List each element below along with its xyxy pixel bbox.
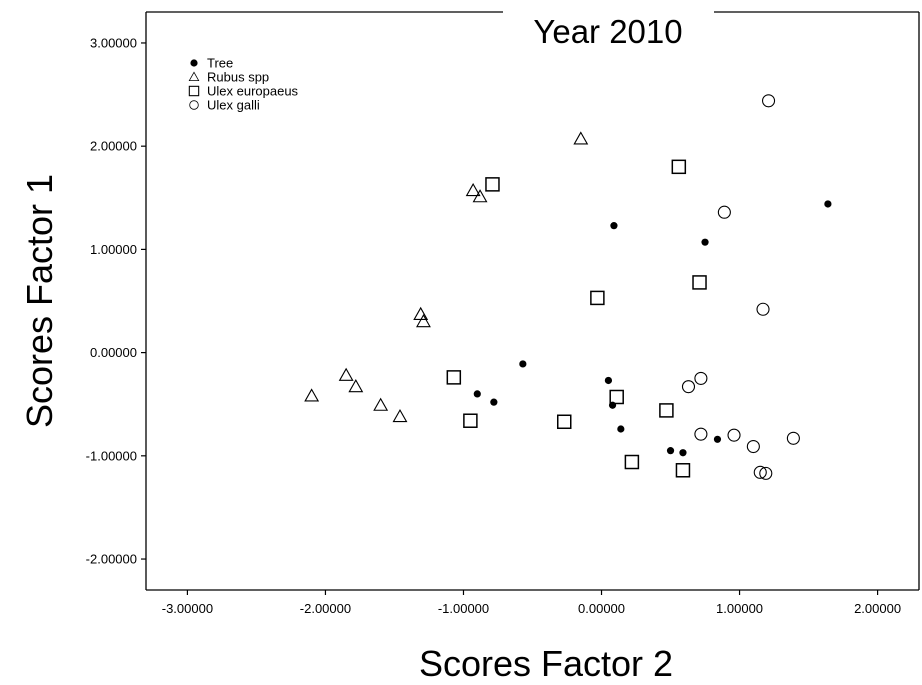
data-point-ulex-europaeus bbox=[609, 389, 624, 405]
axis-ticks: -3.00000 -2.00000 -1.00000 0.00000 1.00000 2.… bbox=[86, 35, 901, 616]
data-point-ulex-galli bbox=[694, 371, 708, 385]
x-tick-label: -3.00000 bbox=[162, 601, 213, 616]
data-point-ulex-galli bbox=[694, 427, 708, 441]
data-point-ulex-europaeus bbox=[659, 403, 674, 418]
y-tick-label: -2.00000 bbox=[86, 552, 137, 567]
data-point-ulex-galli bbox=[753, 465, 767, 479]
x-axis-title: Scores Factor 2 bbox=[419, 643, 673, 684]
legend-item-rubus-spp: Rubus spp bbox=[188, 70, 269, 85]
x-tick-label: 1.00000 bbox=[716, 601, 763, 616]
data-point-ulex-europaeus bbox=[692, 275, 707, 290]
legend-label-ulex-galli: Ulex galli bbox=[207, 98, 260, 113]
legend-label-rubus-spp: Rubus spp bbox=[207, 70, 269, 85]
y-tick-label: 3.00000 bbox=[90, 35, 137, 50]
data-point-rubus-spp bbox=[338, 367, 354, 381]
data-point-ulex-europaeus bbox=[671, 159, 687, 175]
data-point-rubus-spp bbox=[465, 182, 481, 197]
y-tick-label: 0.00000 bbox=[90, 345, 137, 360]
data-point-tree bbox=[666, 447, 675, 455]
x-tick-label: 2.00000 bbox=[854, 601, 901, 616]
data-point-ulex-europaeus bbox=[485, 177, 500, 192]
y-tick-label: 2.00000 bbox=[90, 139, 137, 154]
plot-frame bbox=[145, 11, 920, 591]
data-point-ulex-europaeus bbox=[624, 454, 640, 470]
data-point-ulex-galli bbox=[746, 439, 760, 454]
data-point-tree bbox=[713, 435, 722, 443]
data-point-ulex-galli bbox=[717, 205, 731, 219]
data-point-ulex-galli bbox=[786, 431, 800, 445]
data-point-rubus-spp bbox=[472, 189, 488, 203]
data-point-tree bbox=[679, 449, 687, 457]
legend-label-tree: Tree bbox=[207, 56, 233, 71]
data-points bbox=[304, 94, 832, 480]
data-point-tree bbox=[824, 200, 832, 208]
y-axis-title: Scores Factor 1 bbox=[19, 174, 60, 428]
data-point-tree bbox=[604, 376, 613, 385]
legend-item-tree: Tree bbox=[190, 56, 233, 71]
legend-marker-tree bbox=[190, 59, 198, 67]
data-point-tree bbox=[617, 425, 625, 433]
legend-marker-ulex-galli bbox=[189, 100, 199, 110]
data-point-rubus-spp bbox=[416, 314, 431, 328]
legend-item-ulex-europaeus: Ulex europaeus bbox=[188, 84, 299, 99]
data-point-tree bbox=[610, 222, 618, 230]
x-tick-label: -2.00000 bbox=[300, 601, 351, 616]
data-point-rubus-spp bbox=[304, 388, 320, 402]
data-point-ulex-europaeus bbox=[590, 290, 605, 306]
legend-marker-ulex-europaeus bbox=[188, 85, 200, 97]
data-point-rubus-spp bbox=[348, 379, 364, 393]
data-point-ulex-galli bbox=[761, 94, 776, 108]
legend-item-ulex-galli: Ulex galli bbox=[189, 98, 260, 113]
legend-marker-rubus-spp bbox=[188, 71, 200, 81]
data-point-tree bbox=[490, 398, 498, 406]
data-point-ulex-galli bbox=[727, 428, 741, 442]
chart-title: Year 2010 bbox=[533, 13, 682, 50]
x-tick-label: 0.00000 bbox=[578, 601, 625, 616]
data-point-rubus-spp bbox=[373, 397, 389, 411]
data-point-tree bbox=[519, 360, 527, 368]
data-point-tree bbox=[473, 390, 481, 398]
y-tick-label: -1.00000 bbox=[86, 448, 137, 463]
data-point-ulex-europaeus bbox=[675, 463, 691, 478]
data-point-ulex-galli bbox=[759, 466, 773, 480]
data-point-tree bbox=[701, 238, 709, 246]
data-point-ulex-europaeus bbox=[446, 370, 462, 385]
data-point-ulex-europaeus bbox=[556, 414, 572, 430]
y-tick-label: 1.00000 bbox=[90, 242, 137, 257]
x-tick-label: -1.00000 bbox=[438, 601, 489, 616]
data-point-ulex-galli bbox=[681, 380, 696, 394]
legend-label-ulex-europaeus: Ulex europaeus bbox=[207, 84, 299, 99]
data-point-rubus-spp bbox=[392, 408, 408, 423]
data-point-rubus-spp bbox=[573, 131, 589, 145]
data-point-ulex-galli bbox=[756, 302, 770, 316]
data-point-ulex-europaeus bbox=[463, 413, 478, 428]
